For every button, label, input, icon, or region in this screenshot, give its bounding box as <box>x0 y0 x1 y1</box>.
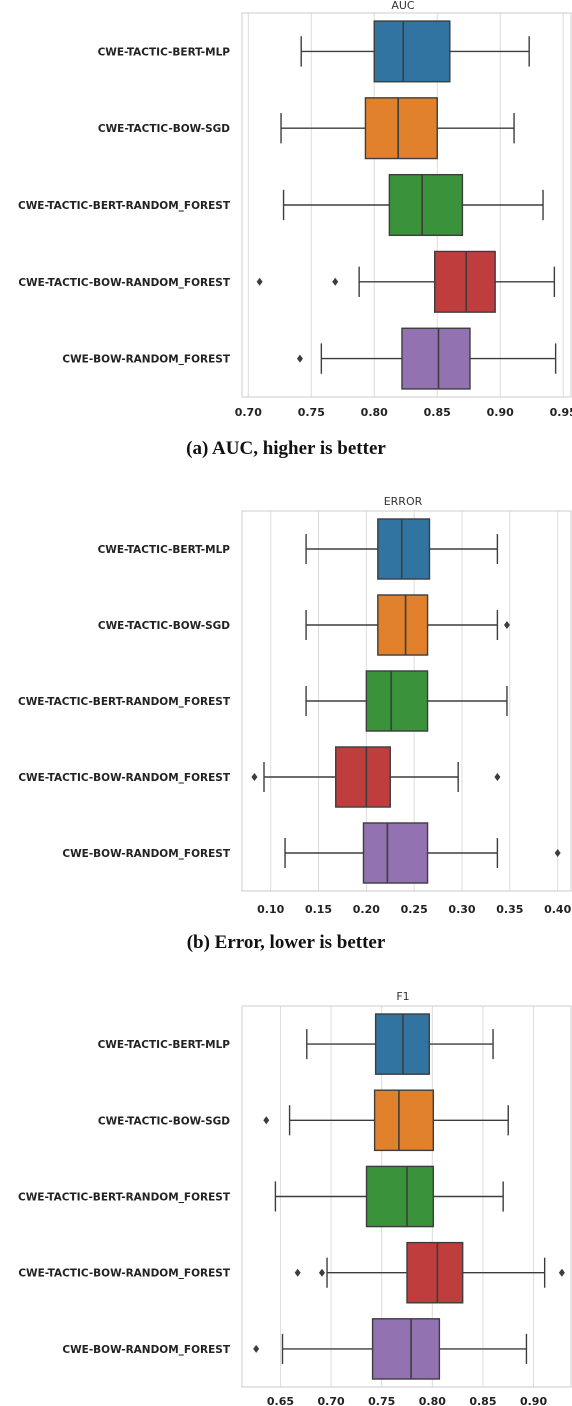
outlier-point <box>318 1268 325 1277</box>
x-tick-label: 0.15 <box>305 903 332 916</box>
figure-caption: (a) AUC, higher is better <box>186 438 386 459</box>
y-tick-label: CWE-TACTIC-BOW-SGD <box>98 1115 230 1127</box>
x-tick-label: 0.65 <box>267 1395 294 1406</box>
box <box>362 822 429 884</box>
outlier-point <box>296 354 303 363</box>
chart-title: ERROR <box>384 495 423 508</box>
x-tick-label: 0.75 <box>368 1395 395 1406</box>
figure-caption: (b) Error, lower is better <box>186 932 386 953</box>
y-tick-label: CWE-TACTIC-BOW-SGD <box>98 620 230 632</box>
outlier-point <box>263 1116 270 1125</box>
box <box>365 670 429 732</box>
x-tick-label: 0.80 <box>361 406 388 419</box>
y-tick-label: CWE-TACTIC-BERT-RANDOM_FOREST <box>18 696 231 708</box>
box <box>335 746 391 808</box>
outlier-point <box>332 277 339 286</box>
chart-panel-1: AUC 0.70 0.75 0.80 0.85 0.90 0.95 CWE-TACTIC-BE… <box>18 0 572 419</box>
box <box>371 1318 441 1380</box>
y-tick-label: CWE-TACTIC-BERT-RANDOM_FOREST <box>18 200 231 212</box>
y-tick-label: CWE-BOW-RANDOM_FOREST <box>62 848 230 860</box>
x-tick-label: 0.95 <box>550 406 572 419</box>
x-tick-label: 0.40 <box>544 903 571 916</box>
y-tick-label: CWE-TACTIC-BERT-MLP <box>98 544 231 556</box>
outlier-point <box>554 849 561 857</box>
chart-panel-2: ERROR 0.10 0.15 0.20 0.25 0.30 0.35 0.40 CWE-TAC… <box>18 495 572 916</box>
y-tick-label: CWE-TACTIC-BOW-SGD <box>98 123 230 135</box>
x-tick-label: 0.20 <box>353 903 380 916</box>
y-tick-label: CWE-TACTIC-BERT-MLP <box>98 1039 231 1051</box>
box <box>373 1089 435 1152</box>
x-tick-label: 0.75 <box>298 406 325 419</box>
outlier-point <box>251 773 258 781</box>
box <box>388 173 464 237</box>
x-tick-label: 0.70 <box>318 1395 345 1406</box>
x-tick-label: 0.35 <box>496 903 523 916</box>
x-tick-label: 0.70 <box>235 406 262 419</box>
y-tick-label: CWE-BOW-RANDOM_FOREST <box>62 1344 230 1356</box>
box <box>434 250 496 313</box>
box <box>377 518 431 580</box>
x-tick-label: 0.85 <box>424 406 451 419</box>
y-tick-label: CWE-TACTIC-BOW-RANDOM_FOREST <box>18 277 230 289</box>
x-tick-label: 0.80 <box>419 1395 446 1406</box>
y-tick-label: CWE-TACTIC-BOW-RANDOM_FOREST <box>18 772 230 784</box>
box <box>401 327 471 390</box>
outlier-point <box>494 773 501 781</box>
y-tick-label: CWE-TACTIC-BERT-RANDOM_FOREST <box>18 1192 231 1204</box>
outlier-point <box>256 277 263 286</box>
axes-frame <box>241 12 572 398</box>
box <box>373 20 451 83</box>
x-tick-label: 0.90 <box>520 1395 547 1406</box>
y-tick-label: CWE-TACTIC-BOW-RANDOM_FOREST <box>18 1268 230 1280</box>
x-tick-label: 0.90 <box>487 406 514 419</box>
outlier-point <box>253 1344 260 1353</box>
x-tick-label: 0.30 <box>448 903 475 916</box>
y-tick-label: CWE-TACTIC-BERT-MLP <box>98 46 231 58</box>
axes-frame <box>241 1005 572 1388</box>
box <box>377 594 429 656</box>
chart-title: AUC <box>391 0 415 12</box>
chart-title: F1 <box>396 990 409 1003</box>
axes-frame <box>241 510 572 892</box>
chart-panel-3: F1 0.65 0.70 0.75 0.80 0.85 0.90 CWE-TACTIC-BER… <box>18 990 572 1406</box>
outlier-point <box>558 1268 565 1277</box>
box <box>365 1165 435 1228</box>
outlier-point <box>503 621 510 629</box>
y-tick-label: CWE-BOW-RANDOM_FOREST <box>62 354 230 366</box>
outlier-point <box>294 1268 301 1277</box>
box <box>364 97 438 160</box>
x-tick-label: 0.25 <box>401 903 428 916</box>
x-tick-label: 0.85 <box>469 1395 496 1406</box>
box <box>406 1241 464 1304</box>
x-tick-label: 0.10 <box>257 903 284 916</box>
